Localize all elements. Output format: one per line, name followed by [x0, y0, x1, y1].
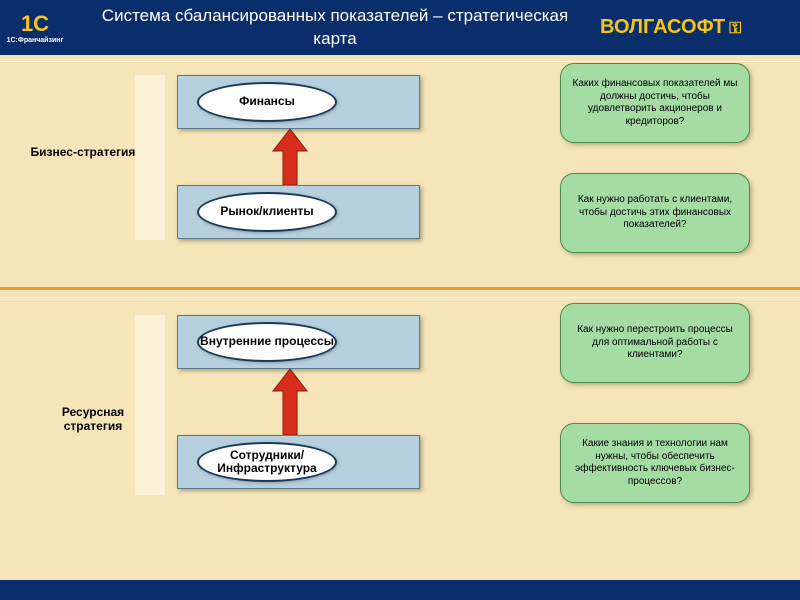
logo-1c-subtext: 1С:Франчайзинг — [7, 37, 64, 44]
perspective-oval: Финансы — [197, 82, 337, 122]
perspective-question: Какие знания и технологии нам нужны, что… — [560, 423, 750, 503]
logo-1c-text: 1C — [21, 11, 49, 37]
header: 1C 1С:Франчайзинг Система сбалансированн… — [0, 0, 800, 55]
divider-line — [0, 61, 800, 62]
perspective-oval: Внутренние процессы — [197, 322, 337, 362]
group-bar — [135, 315, 165, 495]
logo-volgasoft: ВОЛГАСОФТ⚿ — [600, 16, 800, 39]
key-icon: ⚿ — [729, 20, 741, 38]
perspective-question: Каких финансовых показателей мы должны д… — [560, 63, 750, 143]
divider-line — [0, 297, 800, 298]
perspective-oval: Рынок/клиенты — [197, 192, 337, 232]
footer-bar — [0, 580, 800, 600]
perspective-question: Как нужно работать с клиентами, чтобы до… — [560, 173, 750, 253]
side-label: Бизнес-стратегия — [28, 145, 138, 159]
divider-yellow — [0, 287, 800, 290]
logo-1c: 1C 1С:Франчайзинг — [0, 0, 70, 55]
perspective-question: Как нужно перестроить процессы для оптим… — [560, 303, 750, 383]
perspective-oval: Сотрудники/ Инфраструктура — [197, 442, 337, 482]
side-label: Ресурсная стратегия — [48, 405, 138, 433]
arrow-up-icon — [270, 129, 310, 185]
group-bar — [135, 75, 165, 240]
arrow-up-icon — [270, 369, 310, 435]
logo-volgasoft-text: ВОЛГАСОФТ — [600, 16, 725, 38]
diagram-canvas: Бизнес-стратегия Ресурсная стратегия Финан… — [0, 55, 800, 580]
page-title: Система сбалансированных показателей – с… — [70, 5, 600, 49]
